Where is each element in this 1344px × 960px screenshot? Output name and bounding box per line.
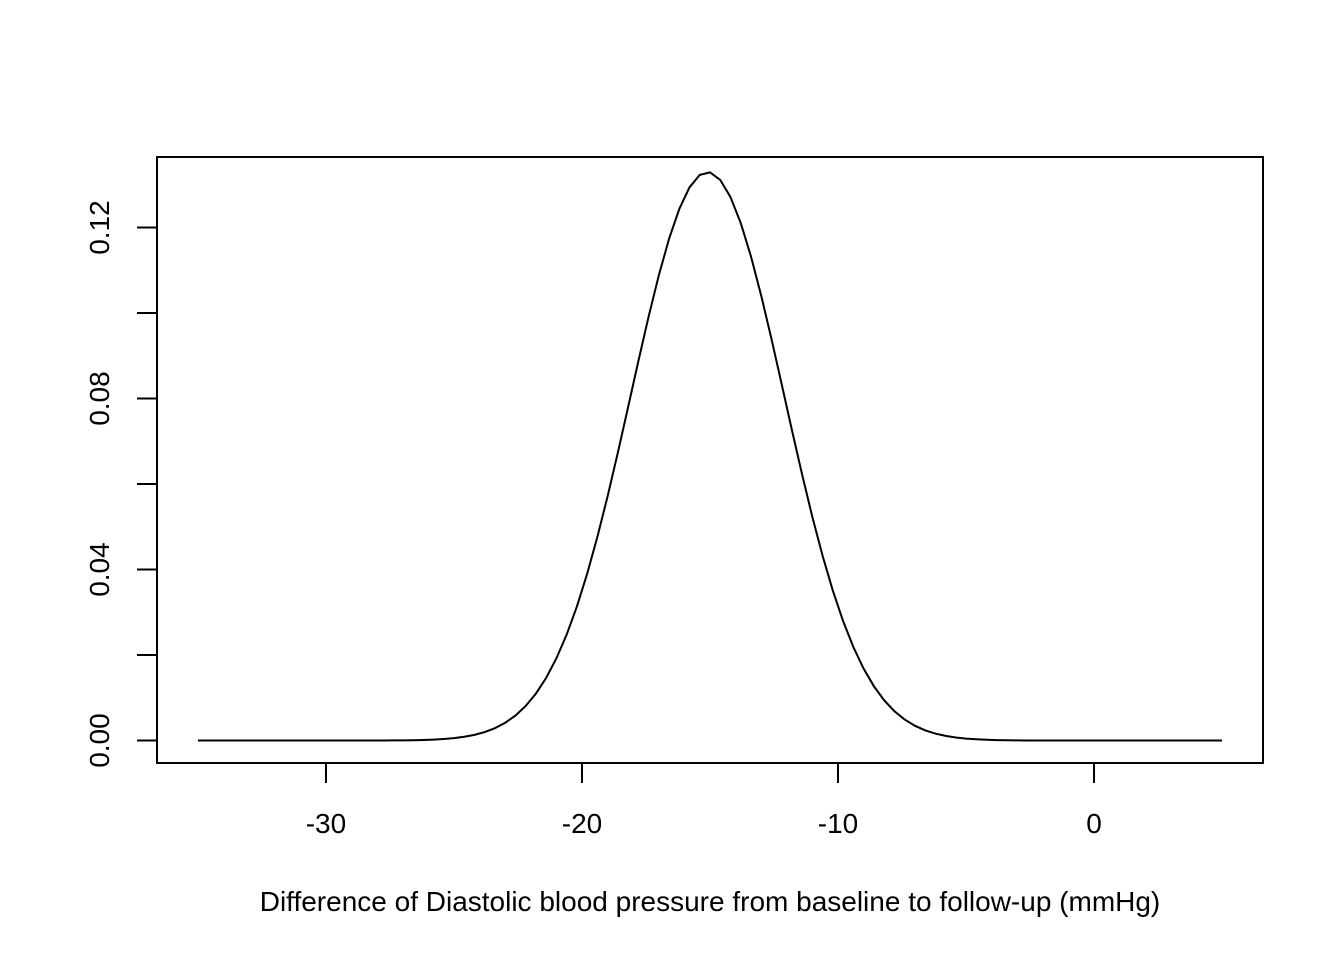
- density-curve: [197, 171, 1223, 742]
- x-tick-label: 0: [1086, 808, 1102, 839]
- y-tick-label: 0.04: [84, 542, 115, 597]
- x-tick-label: -10: [818, 808, 858, 839]
- y-tick-label: 0.00: [84, 713, 115, 768]
- x-tick-label: -20: [562, 808, 602, 839]
- x-axis: -30 -20 -10 0: [306, 762, 1102, 839]
- plot-frame: [156, 156, 1264, 764]
- y-tick-label: 0.12: [84, 200, 115, 255]
- y-tick-label: 0.08: [84, 371, 115, 426]
- x-tick-label: -30: [306, 808, 346, 839]
- x-axis-label: Difference of Diastolic blood pressure f…: [260, 886, 1161, 917]
- y-axis: 0.00 0.04 0.08 0.12: [84, 200, 158, 768]
